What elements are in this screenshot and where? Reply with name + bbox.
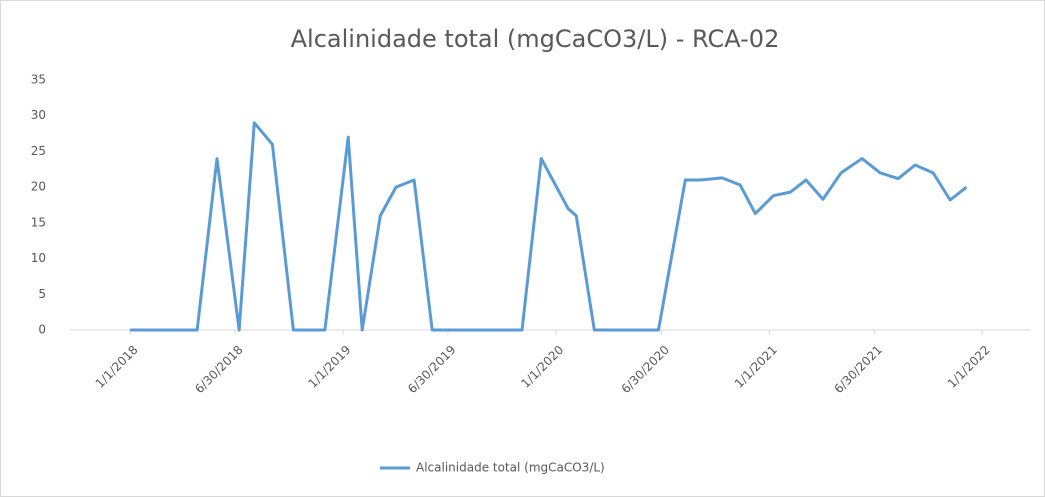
legend-label: Alcalinidade total (mgCaCO3/L) (416, 461, 605, 475)
y-tick-label: 20 (31, 180, 46, 194)
y-tick-label: 30 (31, 108, 46, 122)
y-tick-label: 25 (31, 144, 46, 158)
y-tick-label: 35 (31, 73, 46, 87)
y-tick-label: 0 (38, 323, 46, 337)
y-tick-label: 5 (38, 287, 46, 301)
data-line (130, 121, 968, 332)
chart-title: Alcalinidade total (mgCaCO3/L) - RCA-02 (291, 25, 780, 53)
y-tick-label: 15 (31, 215, 46, 229)
y-tick-label: 10 (31, 251, 46, 265)
